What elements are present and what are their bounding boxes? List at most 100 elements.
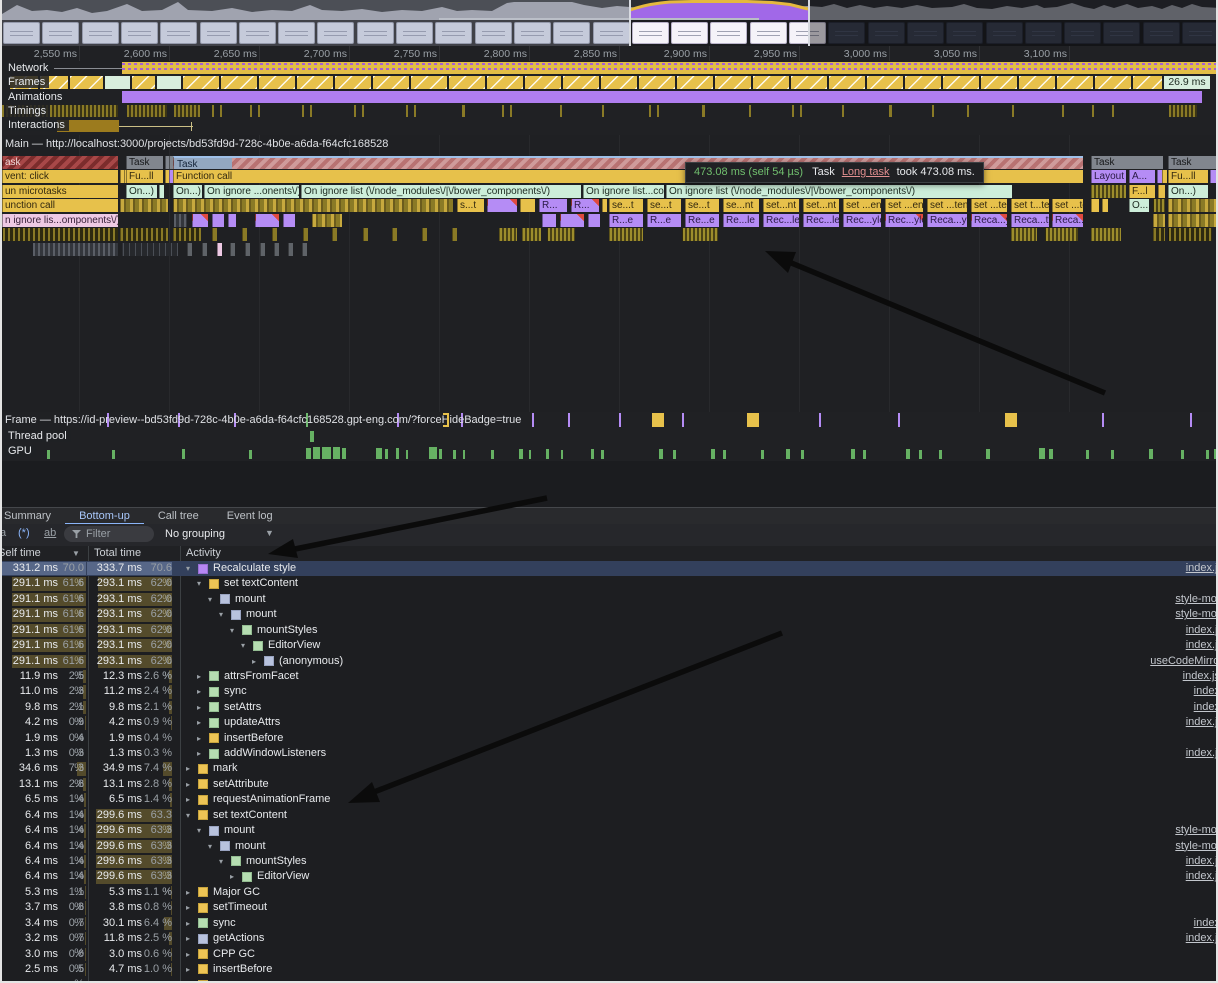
expand-arrow-icon[interactable]: ▸ xyxy=(186,949,191,959)
flame-bar[interactable]: se...nt xyxy=(723,199,759,212)
table-row[interactable]: 3.2 ms 0.7 % 11.8 ms 2.5 % ▸ getActions index.… xyxy=(2,931,1216,959)
sort-arrow-icon[interactable]: ▼ xyxy=(72,549,80,558)
expand-arrow-icon[interactable]: ▸ xyxy=(197,733,202,743)
flame-bar[interactable] xyxy=(245,243,250,256)
gpu-activity-bar[interactable] xyxy=(322,447,331,459)
header-self-time[interactable]: Self time xyxy=(0,547,41,559)
flame-bar[interactable] xyxy=(522,228,541,241)
collapse-arrow-icon[interactable]: ▾ xyxy=(219,610,224,620)
gpu-activity-bar[interactable] xyxy=(761,450,764,459)
frame-block[interactable] xyxy=(259,76,295,89)
frame-block[interactable] xyxy=(132,76,155,89)
filmstrip-thumbnail[interactable] xyxy=(42,22,80,44)
cpu-overview-chart[interactable] xyxy=(2,0,1216,20)
flame-bar[interactable] xyxy=(1162,170,1167,183)
gpu-activity-bar[interactable] xyxy=(1049,449,1053,459)
source-link[interactable]: index.js xyxy=(1185,639,1218,652)
gpu-activity-bar[interactable] xyxy=(1181,450,1184,459)
flame-bar[interactable] xyxy=(212,228,217,241)
gpu-activity-bar[interactable] xyxy=(439,449,442,459)
flame-bar[interactable]: Fu...ll xyxy=(126,170,163,183)
flame-bar[interactable] xyxy=(192,214,208,227)
frame-block[interactable] xyxy=(601,76,637,89)
flame-bar[interactable] xyxy=(547,228,575,241)
flame-bar[interactable]: s...t xyxy=(457,199,484,212)
frame-block[interactable] xyxy=(1019,76,1055,89)
frame-block[interactable] xyxy=(791,76,827,89)
source-link[interactable]: index.js: xyxy=(1182,669,1216,682)
column-divider[interactable] xyxy=(88,546,89,561)
grouping-select[interactable]: No grouping xyxy=(165,528,225,540)
gpu-activity-bar[interactable] xyxy=(429,447,437,459)
flame-bar[interactable]: Reca...yle xyxy=(927,214,967,227)
table-row[interactable]: 1.3 ms 0.3 % 1.3 ms 0.3 % ▸ addWindowListener… xyxy=(2,746,1216,774)
tab-summary[interactable]: Summary xyxy=(4,510,52,522)
filmstrip-thumbnail[interactable] xyxy=(238,22,276,44)
tab-event-log[interactable]: Event log xyxy=(226,510,273,522)
timing-mark[interactable] xyxy=(510,105,512,117)
timing-mark[interactable] xyxy=(842,105,844,117)
timing-mark[interactable] xyxy=(702,105,705,117)
filter-input[interactable]: Filter xyxy=(64,526,154,542)
flame-bar[interactable] xyxy=(159,185,164,198)
flame-bar[interactable] xyxy=(165,156,170,169)
track-timings[interactable]: Timings xyxy=(2,104,1216,119)
frame-block[interactable] xyxy=(297,76,333,89)
flame-bar[interactable] xyxy=(173,228,201,241)
collapse-arrow-icon[interactable]: ▾ xyxy=(219,856,224,866)
flame-bar[interactable] xyxy=(560,214,584,227)
track-network[interactable]: Network xyxy=(2,61,1216,76)
gpu-activity-bar[interactable] xyxy=(561,450,563,459)
flame-bar[interactable]: Reca...yle xyxy=(1052,214,1083,227)
frame-block[interactable] xyxy=(411,76,447,89)
flame-bar[interactable] xyxy=(602,199,607,212)
flame-bar[interactable] xyxy=(228,214,236,227)
track-frame[interactable]: Frame — https://id-preview--bd53fd9d-728… xyxy=(2,412,1216,430)
table-row[interactable]: 13.1 ms 2.8 % 13.1 ms 2.8 % ▸ setAttribute xyxy=(2,777,1216,805)
filmstrip-thumbnail[interactable] xyxy=(867,22,905,44)
flame-bar[interactable] xyxy=(169,156,174,169)
table-row[interactable]: 9.8 ms2.1 %9.8 ms2.1 %▸setAttrsindex. xyxy=(2,700,1216,728)
filmstrip-thumbnail[interactable] xyxy=(946,22,984,44)
gpu-activity-bar[interactable] xyxy=(519,449,523,459)
timing-strip[interactable] xyxy=(127,105,167,117)
timing-mark[interactable] xyxy=(212,105,214,117)
collapse-arrow-icon[interactable]: ▾ xyxy=(186,564,191,573)
filmstrip-thumbnail[interactable] xyxy=(828,22,866,44)
timing-mark[interactable] xyxy=(310,105,312,117)
flame-bar[interactable]: set ...ent xyxy=(843,199,881,212)
timing-mark[interactable] xyxy=(889,105,892,117)
gpu-activity-bar[interactable] xyxy=(406,450,408,459)
gpu-activity-bar[interactable] xyxy=(786,449,790,459)
source-link[interactable]: index. xyxy=(1193,700,1216,713)
flame-bar[interactable] xyxy=(1168,214,1216,227)
frame-block[interactable] xyxy=(563,76,599,89)
flame-bar[interactable]: set ...ent xyxy=(885,199,923,212)
flame-bar[interactable] xyxy=(1153,214,1165,227)
tab-call-tree[interactable]: Call tree xyxy=(157,510,199,522)
filmstrip-thumbnail[interactable] xyxy=(396,22,433,44)
flame-bar[interactable] xyxy=(274,243,279,256)
timing-mark[interactable] xyxy=(649,105,651,117)
flame-bar[interactable]: A... xyxy=(1129,170,1155,183)
table-row[interactable]: 5.3 ms 1.1 % 5.3 ms 1.1 % ▸ Major GC xyxy=(2,885,1216,913)
flame-bar[interactable] xyxy=(1045,228,1078,241)
network-requests-bar[interactable] xyxy=(122,62,1216,74)
gpu-activity-bar[interactable] xyxy=(385,449,388,459)
flame-bar[interactable] xyxy=(1153,199,1165,212)
flame-bar[interactable]: Task xyxy=(126,156,163,169)
filmstrip-thumbnail[interactable] xyxy=(906,22,944,44)
gpu-activity-bar[interactable] xyxy=(342,448,346,459)
timing-mark[interactable] xyxy=(560,105,562,117)
source-link[interactable]: style-mod xyxy=(1175,839,1217,852)
timing-mark[interactable] xyxy=(1012,105,1014,117)
flame-bar[interactable] xyxy=(173,199,453,212)
filmstrip-thumbnail[interactable] xyxy=(671,22,709,44)
column-divider[interactable] xyxy=(180,546,181,561)
track-interactions[interactable]: Interactions xyxy=(2,118,1216,136)
flame-bar[interactable] xyxy=(1158,185,1165,198)
flame-bar[interactable] xyxy=(255,214,279,227)
filmstrip-thumbnail[interactable] xyxy=(985,22,1023,44)
table-row[interactable]: 291.1 ms 61.6 % 293.1 ms 62.0 % ▾ mount style-… xyxy=(2,592,1216,620)
expand-arrow-icon[interactable]: ▸ xyxy=(186,918,191,928)
